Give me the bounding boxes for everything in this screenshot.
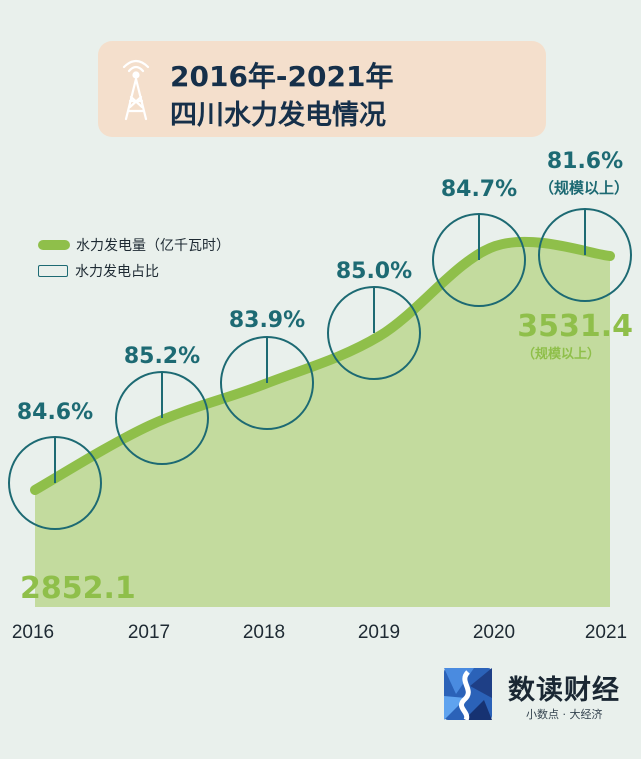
chart-title-line-1: 2016年-2021年 bbox=[170, 60, 394, 93]
x-tick-2018: 2018 bbox=[243, 622, 285, 643]
x-tick-2020: 2020 bbox=[473, 622, 515, 643]
share-circle-2017: 85.2% bbox=[115, 344, 209, 465]
share-label-2020: 84.7% bbox=[441, 177, 517, 202]
share-circle-2019: 85.0% bbox=[327, 259, 421, 380]
share-label-2019: 85.0% bbox=[336, 259, 412, 284]
legend-label-output: 水力发电量（亿千瓦时） bbox=[76, 238, 230, 254]
legend-item-output: 水力发电量（亿千瓦时） bbox=[38, 232, 230, 258]
legend-item-share: 水力发电占比 bbox=[38, 258, 230, 284]
data-label-last: 3531.4 bbox=[517, 309, 633, 344]
share-circle-2018: 83.9% bbox=[220, 308, 314, 430]
legend: 水力发电量（亿千瓦时） 水力发电占比 bbox=[38, 232, 230, 284]
legend-swatch-circle bbox=[38, 265, 68, 277]
x-tick-2017: 2017 bbox=[128, 622, 170, 643]
chart-title-line-2: 四川水力发电情况 bbox=[170, 100, 386, 131]
share-circle-2021: 81.6% bbox=[538, 149, 632, 302]
brand-name: 数读财经 bbox=[508, 675, 620, 706]
share-circle-2020: 84.7% bbox=[432, 177, 526, 307]
share-label-2016: 84.6% bbox=[17, 400, 93, 425]
pct-label-last-note: （规模以上） bbox=[539, 179, 629, 197]
x-tick-2019: 2019 bbox=[358, 622, 400, 643]
legend-swatch-line bbox=[38, 240, 70, 250]
x-tick-2021: 2021 bbox=[585, 622, 627, 643]
data-label-last-note: （规模以上） bbox=[522, 346, 600, 362]
share-label-2017: 85.2% bbox=[124, 344, 200, 369]
data-label-first: 2852.1 bbox=[20, 571, 136, 606]
share-circle-2016: 84.6% bbox=[8, 400, 102, 530]
series-line bbox=[30, 236, 615, 495]
area-fill bbox=[35, 241, 610, 607]
brand-tagline: 小数点 · 大经济 bbox=[526, 708, 603, 721]
transmission-tower-icon bbox=[122, 59, 150, 121]
x-tick-2016: 2016 bbox=[12, 622, 54, 643]
legend-label-share: 水力发电占比 bbox=[75, 264, 159, 280]
brand-footer: 数读财经 小数点 · 大经济 bbox=[444, 668, 634, 728]
shudu-logo bbox=[444, 668, 492, 720]
share-label-2021: 81.6% bbox=[547, 149, 623, 174]
title-banner: 2016年-2021年 四川水力发电情况 bbox=[98, 41, 546, 137]
share-label-2018: 83.9% bbox=[229, 308, 305, 333]
